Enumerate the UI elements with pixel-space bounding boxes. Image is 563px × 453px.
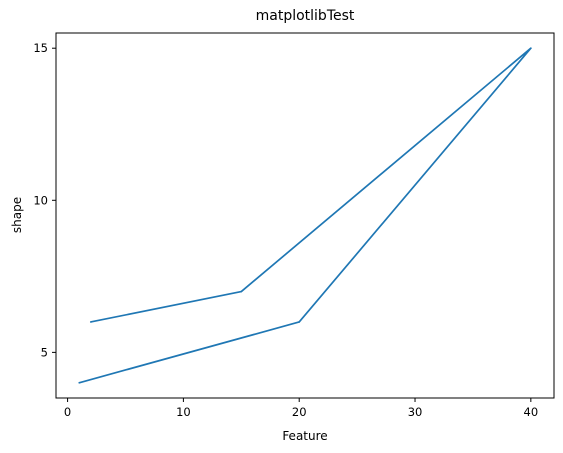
- x-tick-label: 20: [292, 405, 307, 419]
- series-points: [78, 47, 532, 384]
- data-point: [89, 321, 92, 323]
- y-tick-label: 15: [33, 41, 48, 55]
- y-tick-label: 10: [33, 193, 48, 207]
- x-axis-ticks: 0 10 20 30 40: [64, 398, 538, 419]
- chart-title: matplotlibTest: [256, 8, 355, 24]
- data-point: [298, 321, 301, 323]
- plot-area-frame: [55, 32, 555, 399]
- series-line: [78, 47, 532, 384]
- data-point: [240, 290, 243, 293]
- data-point: [530, 47, 532, 50]
- y-axis-label: shape: [10, 197, 24, 233]
- data-point: [78, 381, 80, 384]
- y-tick-label: 5: [41, 345, 48, 359]
- x-tick-label: 30: [408, 405, 423, 419]
- x-tick-label: 10: [176, 405, 191, 419]
- x-tick-label: 0: [64, 405, 71, 419]
- x-axis-label: Feature: [282, 429, 327, 443]
- y-axis-ticks: 5 10 15: [33, 41, 56, 359]
- x-tick-label: 40: [524, 405, 539, 419]
